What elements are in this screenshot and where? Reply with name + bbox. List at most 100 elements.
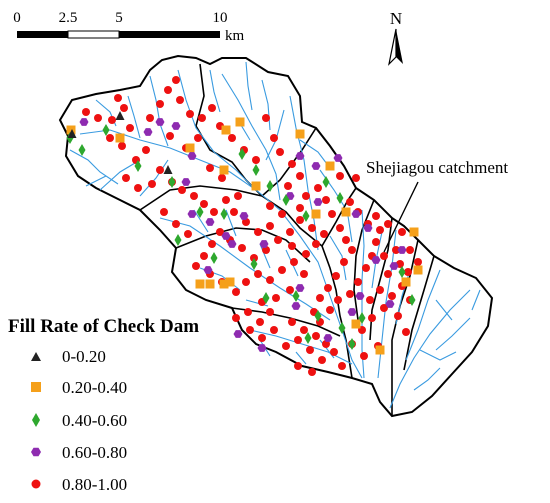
- check-dam-diamond: [102, 124, 110, 136]
- check-dam-circle: [216, 228, 224, 236]
- check-dam-circle: [256, 318, 264, 326]
- callout: Shejiagou catchment: [366, 158, 508, 253]
- check-dam-circle: [326, 306, 334, 314]
- check-dam-circle: [352, 174, 360, 182]
- check-dam-circle: [322, 340, 330, 348]
- check-dam-square: [325, 161, 335, 171]
- check-dam-hexagon: [187, 210, 197, 218]
- legend-label-4: 0.80-1.00: [62, 475, 127, 494]
- check-dam-circle: [388, 292, 396, 300]
- check-dam-circle: [254, 270, 262, 278]
- check-dam-circle: [238, 244, 246, 252]
- check-dam-circle: [108, 116, 116, 124]
- check-dam-square: [185, 143, 195, 153]
- check-dam-circle: [242, 218, 250, 226]
- check-dam-hexagon: [233, 330, 243, 338]
- check-dam-circle: [228, 134, 236, 142]
- check-dam-markers: [66, 76, 423, 376]
- check-dam-diamond: [398, 266, 406, 278]
- check-dam-circle: [208, 104, 216, 112]
- check-dam-hexagon: [221, 232, 231, 240]
- check-dam-diamond: [336, 192, 344, 204]
- check-dam-circle: [254, 228, 262, 236]
- check-dam-diamond: [302, 210, 310, 222]
- check-dam-diamond: [174, 234, 182, 246]
- check-dam-diamond: [168, 176, 176, 188]
- check-dam-circle: [338, 362, 346, 370]
- check-dam-triangle: [67, 129, 77, 138]
- check-dam-circle: [320, 230, 328, 238]
- check-dam-hexagon: [313, 198, 323, 206]
- check-dam-diamond: [266, 180, 274, 192]
- check-dam-circle: [172, 76, 180, 84]
- check-dam-circle: [336, 172, 344, 180]
- check-dam-circle: [384, 220, 392, 228]
- check-dam-diamond: [134, 160, 142, 172]
- check-dam-circle: [302, 250, 310, 258]
- check-dam-square: [235, 117, 245, 127]
- scale-segment-2: [67, 30, 120, 39]
- check-dam-circle: [314, 184, 322, 192]
- check-dam-circle: [286, 228, 294, 236]
- scale-segment-3: [119, 31, 220, 38]
- check-dam-circle: [200, 252, 208, 260]
- scale-tick-label-0: 0: [13, 10, 21, 26]
- check-dam-circle: [82, 108, 90, 116]
- legend-label-3: 0.60-0.80: [62, 443, 127, 462]
- check-dam-hexagon: [295, 152, 305, 160]
- check-dam-circle: [394, 312, 402, 320]
- check-dam-diamond: [250, 258, 258, 270]
- check-dam-circle: [266, 202, 274, 210]
- check-dam-circle: [334, 296, 342, 304]
- check-dam-hexagon: [397, 246, 407, 254]
- check-dam-circle: [186, 110, 194, 118]
- check-dam-square: [221, 125, 231, 135]
- check-dam-diamond: [210, 252, 218, 264]
- check-dam-hexagon: [363, 224, 373, 232]
- legend: Fill Rate of Check Dam 0-0.20 0.20-0.40 …: [8, 316, 199, 494]
- check-dam-circle: [404, 268, 412, 276]
- check-dam-circle: [176, 96, 184, 104]
- north-arrow-icon: [388, 28, 403, 66]
- check-dam-circle: [312, 332, 320, 340]
- check-dam-circle: [308, 224, 316, 232]
- check-dam-circle: [200, 200, 208, 208]
- scale-unit-label: km: [225, 28, 245, 44]
- check-dam-circle: [232, 288, 240, 296]
- check-dam-circle: [376, 226, 384, 234]
- check-dam-circle: [346, 198, 354, 206]
- check-dam-circle: [342, 236, 350, 244]
- check-dam-hexagon: [323, 334, 333, 342]
- check-dam-circle: [296, 172, 304, 180]
- check-dam-circle: [274, 236, 282, 244]
- scale-tick-label-3: 10: [213, 10, 228, 26]
- check-dam-diamond: [292, 290, 300, 302]
- check-dam-hexagon: [259, 240, 269, 248]
- check-dam-hexagon: [385, 300, 395, 308]
- check-dam-circle: [266, 276, 274, 284]
- check-dam-hexagon: [203, 266, 213, 274]
- check-dam-square: [66, 125, 76, 135]
- check-dam-square: [375, 345, 385, 355]
- check-dam-circle: [296, 204, 304, 212]
- check-dam-diamond: [238, 148, 246, 160]
- check-dam-circle: [290, 258, 298, 266]
- check-dam-circle: [372, 238, 380, 246]
- check-dam-circle: [276, 148, 284, 156]
- check-dam-circle: [126, 124, 134, 132]
- check-dam-circle: [262, 114, 270, 122]
- check-dam-hexagon: [155, 118, 165, 126]
- check-dam-square: [225, 277, 235, 287]
- check-dam-diamond: [338, 322, 346, 334]
- check-dam-hexagon: [371, 256, 381, 264]
- check-dam-hexagon: [171, 122, 181, 130]
- check-dam-hexagon: [187, 152, 197, 160]
- check-dam-circle: [156, 100, 164, 108]
- check-dam-circle: [160, 208, 168, 216]
- check-dam-circle: [242, 278, 250, 286]
- check-dam-circle: [278, 266, 286, 274]
- check-dam-square: [195, 279, 205, 289]
- check-dam-circle: [270, 326, 278, 334]
- check-dam-circle: [148, 180, 156, 188]
- scale-bar: 0 2.5 5 10 km: [13, 10, 244, 44]
